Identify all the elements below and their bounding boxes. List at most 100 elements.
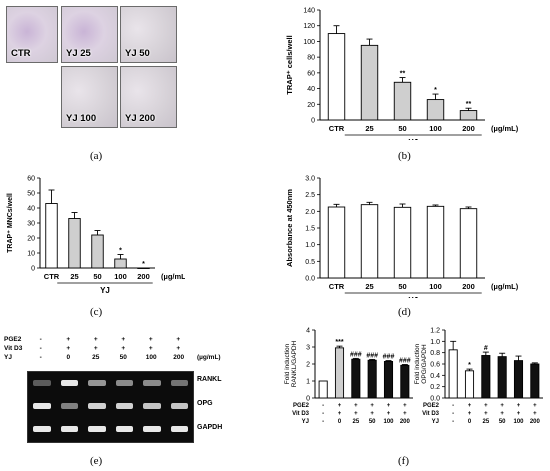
gel-row-value: + bbox=[148, 336, 153, 343]
y-tick-label: 20 bbox=[307, 102, 315, 109]
bar bbox=[91, 234, 104, 269]
gel-row-value: - bbox=[39, 345, 42, 352]
bar bbox=[426, 205, 445, 279]
y-tick-label: 10 bbox=[27, 251, 35, 258]
gel-row-value: + bbox=[93, 336, 98, 343]
x-tick-label: CTR bbox=[44, 272, 60, 281]
bar bbox=[459, 110, 478, 121]
bar bbox=[393, 206, 412, 279]
gel-band bbox=[115, 426, 133, 432]
y-tick-label: 100 bbox=[303, 39, 315, 46]
row-value: 200 bbox=[530, 419, 541, 425]
y-tick-label: 4 bbox=[306, 328, 310, 335]
row-value: 100 bbox=[513, 419, 524, 425]
gel-unit-label: (µg/mL) bbox=[197, 354, 221, 361]
row-value: + bbox=[338, 403, 342, 409]
y-tick-label: 1.0 bbox=[305, 242, 315, 249]
micrograph-yj25: YJ 25 bbox=[61, 6, 118, 63]
x-tick-label: 25 bbox=[365, 282, 373, 291]
bar bbox=[497, 356, 507, 399]
significance-label: ### bbox=[350, 351, 362, 358]
gel-row-value: + bbox=[121, 345, 126, 352]
y-tick-label: 80 bbox=[307, 55, 315, 62]
row-value: - bbox=[322, 403, 324, 409]
group-label: YJ bbox=[100, 286, 110, 295]
gel-band bbox=[33, 426, 51, 432]
gel-band bbox=[60, 403, 78, 409]
row-value: + bbox=[387, 403, 391, 409]
row-value: + bbox=[484, 403, 488, 409]
micrograph-yj50: YJ 50 bbox=[120, 6, 177, 63]
chart-d: 0.0 0.5 1.0 1.5 2.0 2.5 3.0 Absorbance at 450nm… bbox=[285, 176, 519, 299]
gel-panel: PGE2 - + + + + + Vit D3 - + + + + + YJ - 0 25 50 100 200 (µg/… bbox=[0, 330, 270, 443]
caption-f: (f) bbox=[398, 455, 409, 467]
row-value: + bbox=[338, 411, 342, 417]
micrograph-label: YJ 50 bbox=[125, 48, 150, 59]
x-tick-label: 200 bbox=[462, 124, 475, 133]
row-value: + bbox=[354, 403, 358, 409]
y-tick-label: 0 bbox=[31, 266, 35, 273]
micrograph-label: YJ 200 bbox=[125, 113, 156, 124]
gel-band bbox=[88, 403, 106, 409]
x-tick-label: 50 bbox=[398, 124, 406, 133]
y-tick-label: 2 bbox=[306, 362, 310, 369]
row-value: 25 bbox=[482, 419, 489, 425]
gel-row-label: Vit D3 bbox=[4, 345, 23, 352]
row-label: Vit D3 bbox=[422, 411, 440, 417]
y-axis-label: Absorbance at 450nm bbox=[285, 189, 294, 267]
row-value: + bbox=[354, 411, 358, 417]
bar bbox=[334, 347, 345, 399]
y-tick-label: 60 bbox=[27, 176, 35, 183]
row-value: - bbox=[452, 403, 454, 409]
bar bbox=[45, 203, 58, 269]
row-label: Vit D3 bbox=[292, 411, 310, 417]
gel-row-value: 25 bbox=[92, 354, 100, 361]
gel-row-value: 50 bbox=[119, 354, 127, 361]
y-tick-label: 0.0 bbox=[305, 276, 315, 283]
bar bbox=[114, 258, 127, 269]
gel-band bbox=[115, 403, 133, 409]
y-tick-label: 30 bbox=[27, 221, 35, 228]
gel-band bbox=[33, 403, 51, 409]
bar bbox=[400, 364, 410, 399]
y-tick-label: 60 bbox=[307, 70, 315, 77]
y-tick-label: 1.0 bbox=[430, 339, 440, 346]
gel-band bbox=[170, 403, 188, 409]
bar bbox=[530, 363, 540, 399]
row-value: + bbox=[468, 403, 472, 409]
y-tick-label: 0.0 bbox=[430, 396, 440, 403]
y-tick-label: 2.0 bbox=[305, 209, 315, 216]
y-tick-label: 0.5 bbox=[305, 259, 315, 266]
x-tick-label: 50 bbox=[398, 282, 406, 291]
group-label: YJ bbox=[408, 296, 418, 298]
gel-row-value: 100 bbox=[145, 354, 157, 361]
x-tick-label: 100 bbox=[429, 124, 442, 133]
gel-band bbox=[88, 380, 106, 386]
gel-band bbox=[170, 380, 188, 386]
y-tick-label: 50 bbox=[27, 191, 35, 198]
significance-label: ** bbox=[466, 101, 472, 108]
micrograph-yj100: YJ 100 bbox=[61, 66, 118, 128]
caption-e: (e) bbox=[90, 455, 103, 467]
y-axis-label: Fold induction bbox=[414, 343, 421, 384]
significance-label: * bbox=[434, 87, 437, 94]
bar bbox=[426, 99, 445, 121]
bar bbox=[481, 355, 491, 399]
caption-b: (b) bbox=[398, 150, 411, 162]
bar bbox=[459, 208, 478, 279]
y-tick-label: 0.6 bbox=[430, 362, 440, 369]
micrograph-panel: CTR YJ 25 YJ 50 YJ 100 YJ 200 bbox=[6, 6, 177, 131]
micrograph-ctr: CTR bbox=[6, 6, 58, 63]
row-value: + bbox=[370, 411, 374, 417]
caption-d: (d) bbox=[398, 306, 411, 318]
y-tick-label: 0.4 bbox=[430, 373, 440, 380]
y-tick-label: 1.5 bbox=[305, 226, 315, 233]
row-value: + bbox=[387, 411, 391, 417]
y-tick-label: 2.5 bbox=[305, 192, 315, 199]
row-value: + bbox=[370, 403, 374, 409]
x-tick-label: 100 bbox=[114, 272, 127, 281]
y-tick-label: 0.2 bbox=[430, 384, 440, 391]
bar bbox=[393, 81, 412, 121]
band-label-gapdh: GAPDH bbox=[197, 424, 223, 431]
significance-label: ### bbox=[383, 354, 395, 361]
